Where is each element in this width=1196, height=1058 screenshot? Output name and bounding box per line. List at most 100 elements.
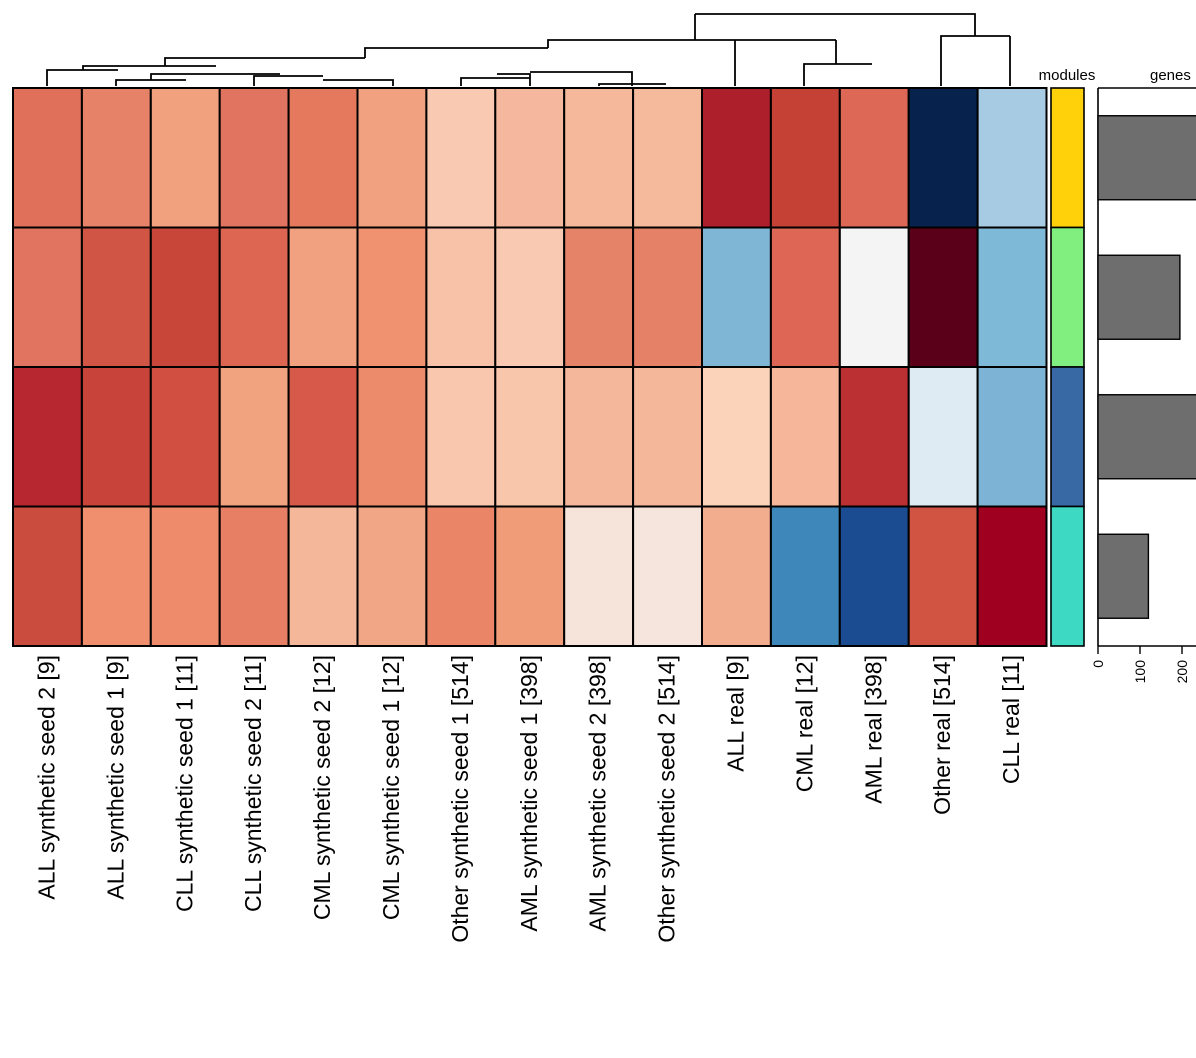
dendrogram-branch (460, 77, 530, 86)
column-label: CLL synthetic seed 2 [11] (240, 655, 266, 912)
heatmap-cell (632, 226, 703, 368)
column-label: ALL real [9] (722, 655, 748, 772)
dendrogram-branch (940, 35, 1010, 86)
module-color-strip (1050, 87, 1085, 647)
heatmap-cell (80, 366, 152, 508)
heatmap-cell (287, 226, 359, 368)
heatmap-cell (425, 505, 497, 647)
column-label: CML synthetic seed 2 [12] (309, 655, 335, 920)
column-label: CLL real [11] (998, 655, 1024, 784)
heatmap-cell (149, 505, 221, 647)
dendrogram-branch (598, 83, 666, 86)
module-color-swatch (1050, 87, 1085, 229)
heatmap-cell (838, 505, 910, 647)
heatmap-cell (287, 505, 359, 647)
gene-count-bar (1097, 394, 1196, 480)
dendrogram-branch (530, 71, 633, 86)
heatmap-cell (287, 366, 359, 508)
dendrogram-branch (695, 13, 976, 36)
heatmap-cell (769, 226, 841, 368)
heatmap-cell (563, 366, 635, 508)
gene-count-bar (1097, 533, 1150, 619)
dendrogram-branch (323, 79, 394, 86)
heatmap-cells (12, 87, 1048, 647)
heatmap-cell (769, 366, 841, 508)
dendrogram-branch (803, 63, 872, 86)
column-label: Other real [514] (929, 655, 955, 815)
heatmap-cell (976, 226, 1048, 368)
heatmap-cell (563, 87, 635, 229)
heatmap-cell (149, 226, 221, 368)
heatmap-cell (769, 87, 841, 229)
heatmap-cell (356, 505, 428, 647)
dendrogram-branch (150, 73, 280, 80)
module-color-swatch (1050, 505, 1085, 647)
heatmap-cell (976, 87, 1048, 229)
heatmap-cell (425, 226, 497, 368)
module-color-swatch (1050, 226, 1085, 368)
column-labels: ALL synthetic seed 2 [9] ALL synthetic se… (33, 655, 1024, 943)
heatmap-cell (356, 87, 428, 229)
heatmap-cell (907, 226, 979, 368)
heatmap-cell (80, 226, 152, 368)
dendrogram-branch (82, 65, 216, 70)
bar-axis-tick-label: 200 (1174, 660, 1190, 684)
heatmap-cell (356, 366, 428, 508)
heatmap-cell (218, 87, 290, 229)
heatmap-cell (12, 226, 83, 368)
heatmap-cell (425, 366, 497, 508)
heatmap-cell (838, 366, 910, 508)
heatmap-cell (494, 226, 566, 368)
heatmap-cell (632, 505, 703, 647)
heatmap-cell (218, 366, 290, 508)
heatmap-cell (907, 366, 979, 508)
gene-count-bar (1097, 254, 1181, 340)
module-color-swatch (1050, 366, 1085, 508)
column-label: AML synthetic seed 2 [398] (585, 655, 611, 932)
heatmap-cell (287, 87, 359, 229)
heatmap-cell (769, 505, 841, 647)
heatmap-cell (494, 505, 566, 647)
heatmap-cell (80, 505, 152, 647)
gene-count-bar (1097, 115, 1196, 201)
heatmap-cell (218, 505, 290, 647)
heatmap-cell (838, 226, 910, 368)
column-label: CML real [12] (791, 655, 817, 792)
column-dendrogram (46, 13, 1011, 86)
column-label: Other synthetic seed 2 [514] (654, 655, 680, 943)
column-label: Other synthetic seed 1 [514] (447, 655, 473, 943)
dendrogram-branch (364, 47, 548, 58)
heatmap-cell (701, 87, 772, 229)
heatmap-cell (149, 366, 221, 508)
heatmap-cell (356, 226, 428, 368)
heatmap-cell (701, 505, 772, 647)
gene-count-bars: 0 100 200 (1090, 87, 1196, 684)
heatmap-cell (563, 505, 635, 647)
heatmap-cell (563, 226, 635, 368)
heatmap-cell (907, 505, 979, 647)
heatmap-cell (12, 87, 83, 229)
heatmap-cell (494, 87, 566, 229)
bar-axis-tick-label: 0 (1090, 660, 1106, 668)
column-label: ALL synthetic seed 1 [9] (102, 655, 128, 900)
genes-legend-label: genes (1150, 67, 1191, 84)
heatmap-cell (218, 226, 290, 368)
heatmap-cell (425, 87, 497, 229)
heatmap-cell (838, 87, 910, 229)
heatmap-cell (907, 87, 979, 229)
dendrogram-branch (547, 39, 836, 48)
column-label: CML synthetic seed 1 [12] (378, 655, 404, 920)
heatmap-cell (12, 505, 83, 647)
dendrogram-branch (46, 69, 118, 86)
column-label: CLL synthetic seed 1 [11] (171, 655, 197, 912)
bar-axis-tick-label: 100 (1132, 660, 1148, 684)
heatmap-cell (976, 366, 1048, 508)
heatmap-cell (149, 87, 221, 229)
heatmap-cell (494, 366, 566, 508)
column-label: AML synthetic seed 1 [398] (516, 655, 542, 932)
heatmap-cell (80, 87, 152, 229)
modules-legend-label: modules (1039, 67, 1096, 84)
heatmap-cell (701, 226, 772, 368)
